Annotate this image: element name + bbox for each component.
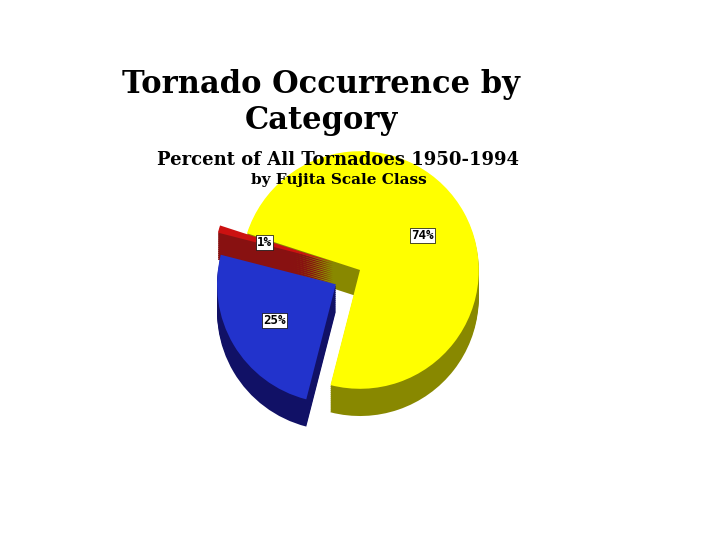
Wedge shape xyxy=(247,174,479,412)
Wedge shape xyxy=(247,171,479,408)
Text: Percent of All Tornadoes 1950-1994: Percent of All Tornadoes 1950-1994 xyxy=(158,151,519,169)
Wedge shape xyxy=(217,278,336,423)
Wedge shape xyxy=(247,167,479,404)
Wedge shape xyxy=(218,241,333,278)
Wedge shape xyxy=(217,268,336,413)
Wedge shape xyxy=(217,256,336,401)
Wedge shape xyxy=(247,155,479,393)
Wedge shape xyxy=(247,157,479,395)
Wedge shape xyxy=(218,226,333,262)
Wedge shape xyxy=(218,247,333,284)
Wedge shape xyxy=(247,163,479,401)
Wedge shape xyxy=(218,233,333,270)
Wedge shape xyxy=(247,177,479,414)
Wedge shape xyxy=(218,239,333,276)
Wedge shape xyxy=(218,235,333,272)
Wedge shape xyxy=(247,178,479,416)
Wedge shape xyxy=(217,262,336,407)
Wedge shape xyxy=(247,168,479,406)
Wedge shape xyxy=(217,259,336,403)
Text: 74%: 74% xyxy=(411,229,433,242)
Text: 25%: 25% xyxy=(264,314,286,327)
Text: Tornado Occurrence by
Category: Tornado Occurrence by Category xyxy=(122,69,520,136)
Text: 1%: 1% xyxy=(257,236,272,249)
Wedge shape xyxy=(218,230,333,266)
Wedge shape xyxy=(217,266,336,411)
Wedge shape xyxy=(218,249,333,286)
Wedge shape xyxy=(247,161,479,399)
Wedge shape xyxy=(218,237,333,274)
Wedge shape xyxy=(218,245,333,281)
Wedge shape xyxy=(217,265,336,409)
Wedge shape xyxy=(218,253,333,289)
Wedge shape xyxy=(247,159,479,396)
Wedge shape xyxy=(218,227,333,264)
Wedge shape xyxy=(217,255,336,400)
Wedge shape xyxy=(218,243,333,280)
Wedge shape xyxy=(217,261,336,405)
Wedge shape xyxy=(247,151,479,389)
Wedge shape xyxy=(218,251,333,287)
Wedge shape xyxy=(218,231,333,268)
Wedge shape xyxy=(217,280,336,424)
Wedge shape xyxy=(247,165,479,402)
Wedge shape xyxy=(217,271,336,415)
Wedge shape xyxy=(217,276,336,421)
Wedge shape xyxy=(217,272,336,417)
Wedge shape xyxy=(217,282,336,427)
Text: by Fujita Scale Class: by Fujita Scale Class xyxy=(251,173,426,187)
Wedge shape xyxy=(247,173,479,410)
Wedge shape xyxy=(247,153,479,391)
Wedge shape xyxy=(217,274,336,419)
